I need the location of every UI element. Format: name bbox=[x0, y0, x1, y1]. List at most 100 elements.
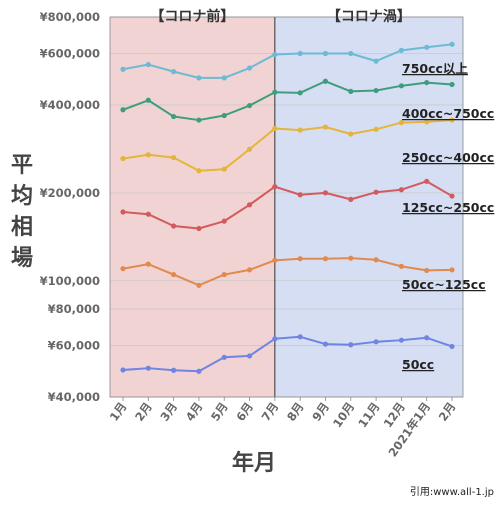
period-label: 【コロナ渦】 bbox=[327, 9, 411, 25]
data-point bbox=[272, 184, 278, 190]
data-point bbox=[449, 343, 455, 350]
data-point bbox=[272, 257, 278, 263]
data-point bbox=[449, 193, 455, 199]
data-point bbox=[272, 125, 278, 132]
data-point bbox=[145, 61, 151, 68]
series-label: 750cc以上 bbox=[402, 61, 468, 76]
data-point bbox=[424, 178, 430, 184]
data-point bbox=[322, 190, 329, 196]
data-point bbox=[297, 256, 303, 262]
y-tick-label: ¥200,000 bbox=[40, 186, 100, 200]
data-point bbox=[424, 267, 430, 274]
data-point bbox=[246, 65, 253, 71]
series-line bbox=[122, 43, 453, 79]
data-point bbox=[398, 263, 404, 269]
data-point bbox=[221, 271, 227, 278]
y-tick-label: ¥100,000 bbox=[40, 274, 100, 288]
data-point bbox=[120, 209, 126, 215]
data-point bbox=[120, 107, 126, 113]
y-tick-label: ¥80,000 bbox=[48, 302, 100, 316]
data-point bbox=[171, 223, 177, 229]
data-point bbox=[449, 267, 455, 273]
data-point bbox=[322, 124, 329, 130]
data-point bbox=[373, 339, 379, 345]
x-axis-title: 年月 bbox=[232, 450, 276, 476]
y-axis-title-char: 平 bbox=[11, 153, 33, 178]
data-point bbox=[221, 112, 227, 119]
data-point bbox=[196, 225, 202, 232]
data-point bbox=[449, 117, 455, 123]
x-tick-label: 8月 bbox=[284, 400, 307, 424]
data-point bbox=[221, 218, 227, 224]
data-point bbox=[297, 192, 303, 198]
x-tick-label: 2月 bbox=[436, 400, 459, 424]
x-tick-label: 9月 bbox=[309, 400, 332, 424]
data-point bbox=[246, 353, 253, 359]
x-tick-label: 2月 bbox=[132, 400, 155, 424]
y-axis-title-char: 相 bbox=[11, 215, 33, 240]
x-tick-label: 7月 bbox=[259, 400, 282, 424]
data-point bbox=[449, 81, 455, 88]
data-point bbox=[322, 50, 329, 57]
x-tick-label: 6月 bbox=[233, 400, 256, 424]
data-point bbox=[424, 44, 430, 50]
y-tick-label: ¥800,000 bbox=[40, 10, 100, 24]
data-point bbox=[373, 87, 379, 94]
y-axis-title-char: 均 bbox=[11, 183, 33, 209]
data-point bbox=[297, 90, 303, 96]
data-point bbox=[272, 89, 278, 95]
plot-frame bbox=[109, 16, 464, 398]
data-point bbox=[145, 365, 151, 371]
data-point bbox=[322, 78, 329, 84]
data-point bbox=[348, 342, 354, 348]
x-tick-label: 10月 bbox=[330, 400, 357, 431]
data-point bbox=[221, 166, 227, 172]
data-point bbox=[196, 168, 202, 174]
data-point bbox=[297, 50, 303, 57]
series-label: 250cc~400cc bbox=[402, 150, 494, 165]
y-tick-label: ¥400,000 bbox=[40, 98, 100, 112]
data-point bbox=[398, 337, 404, 343]
data-point bbox=[171, 155, 177, 161]
x-tick-label: 3月 bbox=[157, 400, 180, 424]
data-point bbox=[424, 119, 430, 125]
y-tick-label: ¥60,000 bbox=[48, 339, 100, 353]
period-background-during bbox=[274, 17, 463, 397]
data-point bbox=[348, 50, 354, 57]
data-point bbox=[145, 211, 151, 217]
x-tick-label: 4月 bbox=[183, 400, 206, 424]
data-point bbox=[348, 88, 354, 95]
series-line bbox=[122, 119, 453, 172]
data-point bbox=[449, 41, 455, 47]
x-tick-label: 1月 bbox=[107, 400, 130, 424]
data-point bbox=[398, 187, 404, 193]
series-label: 125cc~250cc bbox=[402, 200, 494, 215]
data-point bbox=[272, 336, 278, 342]
y-axis-title-char: 場 bbox=[11, 246, 33, 271]
data-point bbox=[297, 334, 303, 340]
data-point bbox=[322, 341, 329, 347]
data-point bbox=[120, 367, 126, 373]
data-point bbox=[171, 69, 177, 75]
y-tick-label: ¥40,000 bbox=[48, 390, 100, 404]
data-point bbox=[373, 257, 379, 263]
series-line bbox=[122, 257, 453, 287]
data-point bbox=[398, 119, 404, 126]
data-point bbox=[246, 267, 253, 273]
data-point bbox=[424, 79, 430, 86]
series-line bbox=[122, 180, 453, 230]
data-point bbox=[171, 367, 177, 373]
x-tick-label: 5月 bbox=[208, 400, 231, 424]
data-point bbox=[120, 266, 126, 272]
data-point bbox=[322, 256, 329, 262]
data-point bbox=[221, 354, 227, 360]
data-point bbox=[398, 83, 404, 89]
series-label: 50cc~125cc bbox=[402, 277, 486, 292]
data-point bbox=[145, 261, 151, 267]
data-point bbox=[196, 75, 202, 81]
data-point bbox=[297, 127, 303, 133]
data-point bbox=[398, 47, 404, 53]
data-point bbox=[348, 196, 354, 202]
